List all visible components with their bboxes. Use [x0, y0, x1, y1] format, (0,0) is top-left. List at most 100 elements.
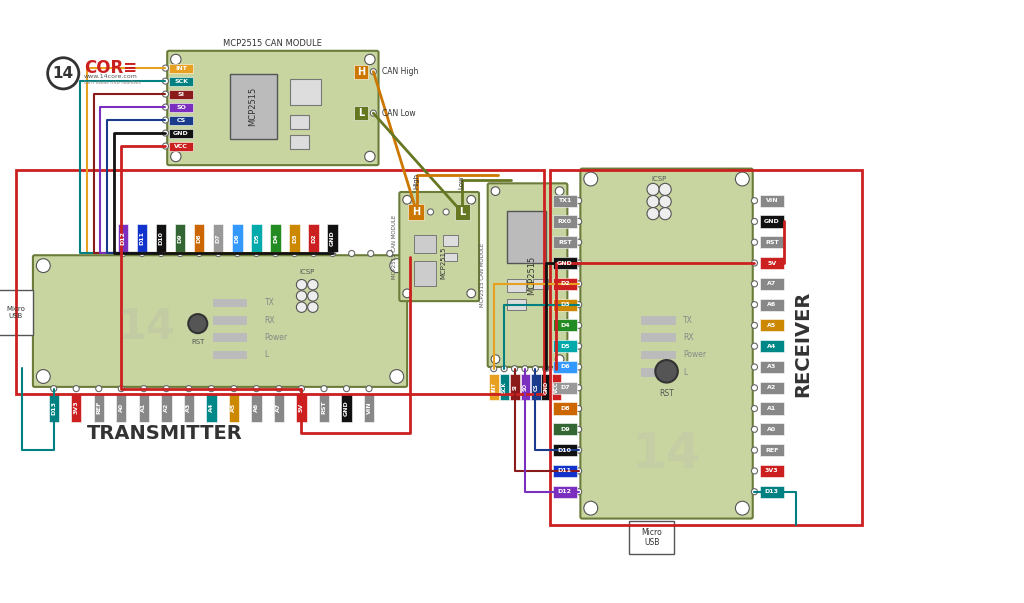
Bar [550, 170, 862, 525]
Circle shape [553, 365, 559, 371]
Text: TX: TX [264, 298, 274, 308]
Circle shape [659, 207, 672, 219]
Text: D10: D10 [159, 231, 164, 245]
Bar [641, 316, 676, 324]
Circle shape [215, 250, 221, 256]
Circle shape [208, 385, 214, 392]
Bar [213, 316, 247, 324]
Circle shape [752, 426, 758, 432]
Text: A0: A0 [119, 403, 124, 412]
Circle shape [163, 104, 169, 110]
Bar [169, 116, 194, 125]
Text: H: H [412, 207, 420, 217]
Text: D13: D13 [51, 400, 56, 415]
Bar [760, 320, 784, 332]
Circle shape [575, 447, 582, 453]
Circle shape [330, 250, 336, 256]
Circle shape [659, 183, 672, 195]
Text: GND: GND [764, 219, 779, 224]
Text: D3: D3 [560, 302, 569, 307]
Bar [156, 224, 166, 252]
Circle shape [348, 250, 354, 256]
Circle shape [307, 302, 318, 312]
Bar [552, 374, 561, 400]
Text: D2: D2 [311, 233, 316, 243]
Text: GND: GND [330, 230, 335, 246]
Circle shape [275, 385, 282, 392]
Circle shape [575, 426, 582, 432]
Bar [206, 394, 216, 421]
Circle shape [575, 260, 582, 266]
Circle shape [752, 447, 758, 453]
Bar [175, 224, 185, 252]
Bar [213, 333, 247, 342]
Text: SI: SI [512, 384, 517, 390]
Text: SI: SI [177, 92, 184, 97]
Text: L: L [460, 207, 466, 217]
Text: REF: REF [96, 401, 101, 414]
Circle shape [752, 260, 758, 266]
Text: D8: D8 [197, 233, 202, 243]
Text: COR≡: COR≡ [84, 59, 137, 77]
Circle shape [366, 385, 372, 392]
Bar [630, 521, 675, 554]
Bar [760, 485, 784, 497]
Circle shape [752, 302, 758, 308]
Text: TX1: TX1 [558, 198, 571, 203]
Bar [760, 298, 784, 311]
Text: SCK: SCK [502, 381, 507, 393]
Text: GND: GND [557, 260, 572, 265]
Text: L: L [358, 108, 365, 118]
Text: A3: A3 [186, 403, 191, 412]
Text: TX: TX [683, 316, 693, 324]
Text: D5: D5 [254, 233, 259, 243]
Bar [553, 320, 577, 332]
Text: D9: D9 [560, 427, 569, 432]
Text: A4: A4 [209, 403, 214, 412]
Text: A2: A2 [164, 403, 169, 412]
Circle shape [735, 501, 750, 515]
Text: A3: A3 [767, 364, 776, 370]
Circle shape [752, 323, 758, 329]
Text: D6: D6 [234, 233, 240, 243]
Circle shape [171, 151, 181, 162]
Circle shape [575, 364, 582, 370]
Circle shape [371, 69, 377, 75]
Text: Power: Power [264, 333, 288, 342]
Bar [553, 195, 577, 207]
Text: INT: INT [175, 66, 187, 71]
Circle shape [575, 198, 582, 204]
Bar [169, 129, 194, 138]
Text: D6: D6 [560, 364, 569, 370]
Circle shape [234, 250, 241, 256]
Text: SO: SO [176, 105, 186, 110]
Text: RX: RX [264, 316, 275, 324]
Text: A6: A6 [767, 302, 776, 307]
Text: A7: A7 [276, 403, 282, 412]
Circle shape [490, 365, 497, 371]
Text: Micro
USB: Micro USB [642, 528, 663, 548]
Bar [328, 224, 338, 252]
Text: H: H [357, 66, 366, 77]
Circle shape [752, 488, 758, 494]
Bar [553, 215, 577, 227]
Bar [15, 170, 544, 394]
Circle shape [575, 218, 582, 224]
Bar [760, 215, 784, 227]
Bar [364, 394, 374, 421]
Text: A5: A5 [767, 323, 776, 328]
Text: CS: CS [534, 383, 539, 391]
Circle shape [272, 250, 279, 256]
Circle shape [402, 195, 412, 204]
Text: VIN: VIN [766, 198, 778, 203]
Circle shape [543, 365, 549, 371]
Bar [213, 224, 223, 252]
Text: 14: 14 [52, 66, 74, 81]
Circle shape [575, 406, 582, 412]
Text: D7: D7 [560, 385, 569, 390]
Bar [500, 374, 509, 400]
Circle shape [492, 187, 500, 195]
Text: Low: Low [459, 175, 465, 189]
Circle shape [368, 250, 374, 256]
Circle shape [467, 289, 475, 298]
